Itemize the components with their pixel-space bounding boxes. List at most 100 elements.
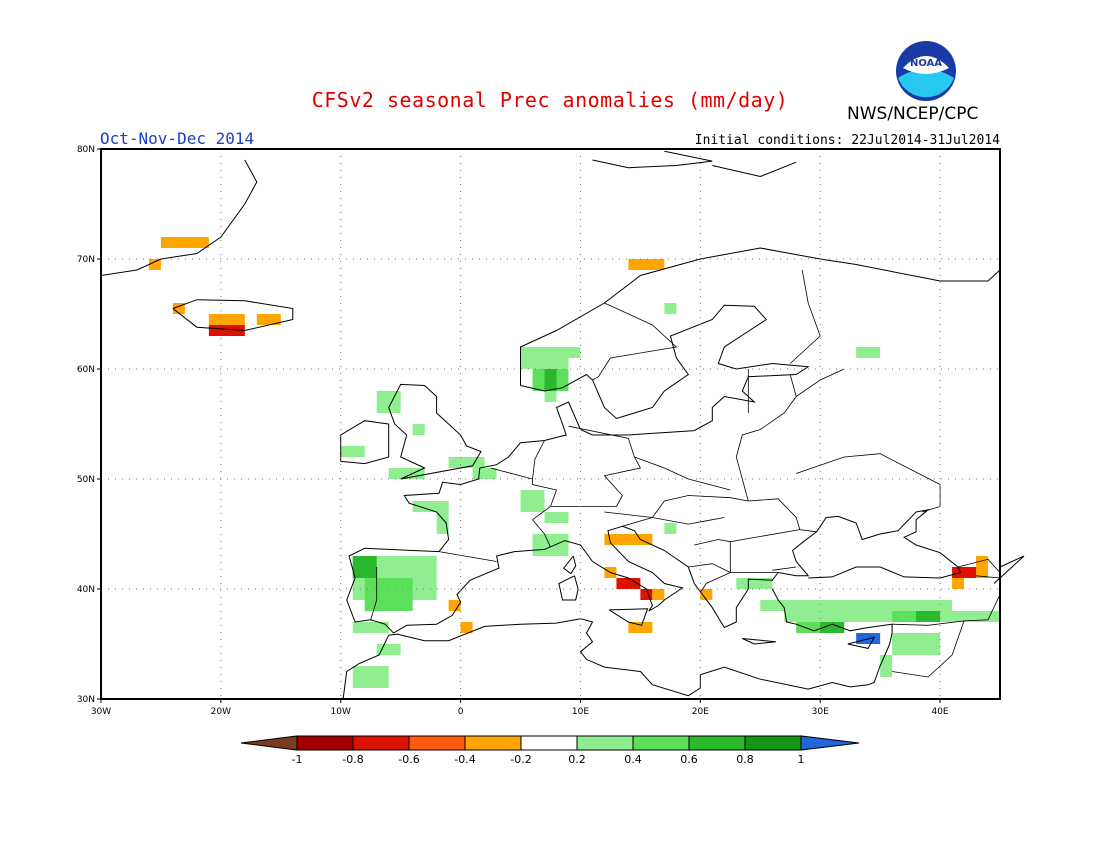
coastline [558,575,579,601]
colorbar-tick-label: -0.8 [342,753,363,766]
colorbar-tick-label: 0.4 [624,753,642,766]
colorbar-segment [576,735,634,751]
coastline [520,247,1001,386]
coastline [742,638,776,645]
colorbar-segment [464,735,522,751]
lat-tick-label: 40N [77,585,95,595]
anomaly-cell [376,391,401,413]
country-border [729,529,800,573]
anomaly-cells [148,237,1000,688]
colorbar-tick-label: 0.6 [680,753,698,766]
colorbar-segment [296,735,354,751]
anomaly-cell [544,512,569,523]
country-border [634,456,731,491]
coastlines [100,150,1025,700]
anomaly-cell [532,545,569,556]
colorbar-segment [632,735,690,751]
colorbar-tick-label: -0.6 [398,753,419,766]
lon-tick-label: 10W [331,707,351,717]
country-border [532,440,545,480]
country-border [892,620,965,678]
lon-tick-label: 30E [812,707,829,717]
anomaly-cell [940,611,1000,622]
coastline [608,608,649,626]
anomaly-cell [472,468,497,479]
lat-tick-label: 30N [77,695,95,705]
lon-tick-label: 40E [931,707,948,717]
anomaly-cell [448,600,461,611]
anomaly-cell [736,578,773,589]
anomaly-cell [412,424,425,435]
noaa-logo-icon: NOAA [896,41,956,101]
lat-tick-label: 80N [77,145,95,155]
anomaly-cell [364,578,413,611]
country-border [490,467,558,548]
lat-tick-label: 60N [77,365,95,375]
anomaly-cell [820,622,845,633]
coastline [346,304,962,634]
colorbar-segment [744,735,802,751]
country-border [796,453,941,513]
anomaly-cell [160,237,209,248]
country-border [789,269,821,364]
colorbar-tick-label: 0.8 [736,753,754,766]
colorbar-tick-label: 1 [798,753,805,766]
colorbar-tick-label: 0.2 [568,753,586,766]
chart-title: CFSv2 seasonal Prec anomalies (mm/day) [311,88,789,112]
organization-label: NWS/NCEP/CPC [847,104,979,124]
anomaly-cell [556,347,581,358]
season-label: Oct-Nov-Dec 2014 [100,129,255,148]
anomaly-cell [256,314,281,325]
lat-tick-label: 70N [77,255,95,265]
anomaly-cell [520,490,545,512]
anomaly-cell [340,446,365,457]
lon-tick-label: 30W [91,707,111,717]
colorbar-tick-label: -1 [292,753,303,766]
colorbar-segment [688,735,746,751]
axis-labels: 30W 20W 10W 0 10E 20E 30E 40E 80N 70N 60N 50N 40N 30N [77,145,949,717]
svg-text:NOAA: NOAA [910,58,942,69]
anomaly-cell [700,589,713,600]
country-border [550,425,642,507]
lon-tick-label: 20E [692,707,709,717]
colorbar-max-arrow [800,735,860,751]
anomaly-cell [664,303,677,314]
country-border [604,495,817,533]
anomaly-cell [952,567,977,578]
anomaly-cell [616,578,641,589]
anomaly-cell [640,589,653,600]
coastline [771,588,893,686]
country-border [688,563,732,593]
coastline [342,634,390,700]
anomaly-cell [172,303,185,314]
country-border [438,551,497,562]
anomaly-cell [892,633,941,655]
coastline [562,555,577,575]
anomaly-cell [148,259,161,270]
map-frame [100,148,1001,700]
country-border [772,566,797,571]
anomaly-cell [952,578,965,589]
coastline [172,299,294,332]
coastline [100,159,258,276]
anomaly-cell [856,347,881,358]
anomaly-cell [532,534,569,545]
colorbar-tick-label: -0.2 [510,753,531,766]
anomaly-cell [544,369,557,391]
coastline [712,161,797,178]
coastline [592,150,713,169]
coastline [847,636,876,649]
anomaly-cell [892,611,929,622]
graticule [97,148,1000,703]
anomaly-cell [352,556,377,578]
lon-tick-label: 0 [458,707,464,717]
colorbar-segment [352,735,410,751]
country-border [370,567,378,620]
coastline [388,383,482,480]
anomaly-cell [208,314,245,325]
anomaly-cell [208,325,245,336]
colorbar-min-arrow [240,735,298,751]
anomaly-cell [448,457,485,468]
anomaly-cell [664,523,677,534]
